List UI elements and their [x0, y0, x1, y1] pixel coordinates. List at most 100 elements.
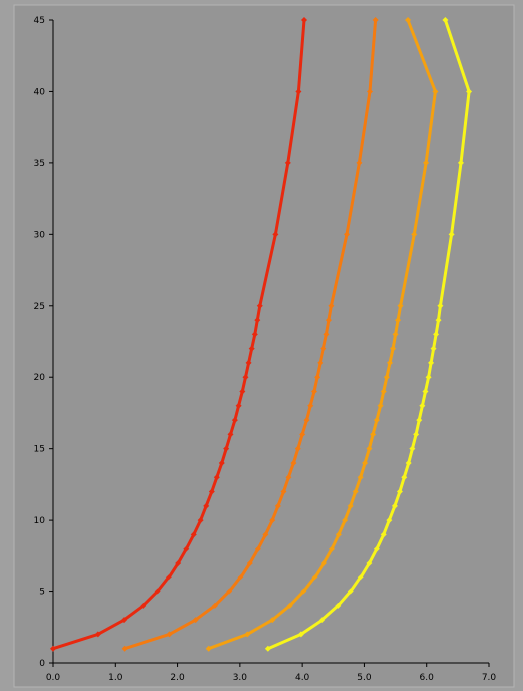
series-4-point: [413, 431, 420, 438]
series-1-point: [203, 502, 210, 509]
series-1-point: [213, 474, 220, 481]
series-4-point: [396, 488, 403, 495]
y-tick-label: 30: [34, 230, 46, 240]
series-2-point: [166, 631, 173, 638]
series-4-point: [405, 459, 412, 466]
series-3-point: [390, 345, 397, 352]
series-2-point: [192, 617, 199, 624]
series-4-point: [433, 331, 440, 338]
series-2-point: [323, 331, 330, 338]
series-4-point: [442, 17, 449, 23]
series-2-point: [246, 559, 253, 566]
series-2-point: [303, 417, 310, 424]
series-1-point: [190, 531, 197, 538]
series-3-point: [300, 588, 307, 595]
series-4-point: [380, 531, 387, 538]
series-3-point: [205, 645, 212, 652]
series-3-point: [392, 331, 399, 338]
series-1-point: [208, 488, 215, 495]
series-4-point: [416, 417, 423, 424]
series-2-point: [269, 517, 276, 524]
series-2-point: [325, 317, 332, 324]
series-4-point: [401, 474, 408, 481]
series-4-point: [373, 545, 380, 552]
series-3-point: [405, 17, 412, 23]
series-4-point: [428, 359, 435, 366]
x-tick-label: 2.0: [170, 673, 185, 683]
series-3-point: [370, 431, 377, 438]
series-4-point: [347, 588, 354, 595]
series-3-point: [366, 445, 373, 452]
y-tick-label: 0: [39, 659, 45, 669]
series-2-point: [262, 531, 269, 538]
series-4-point: [386, 517, 393, 524]
series-4-point: [366, 559, 373, 566]
series-3-point: [377, 402, 384, 409]
series-2-point: [310, 388, 317, 395]
series-1-point: [231, 417, 238, 424]
series-4-point: [435, 317, 442, 324]
series-2-point: [343, 231, 350, 238]
series-3-point: [335, 531, 342, 538]
series-1-point: [245, 359, 252, 366]
series-3-point: [380, 388, 387, 395]
series-4-point: [391, 502, 398, 509]
series-3-point: [357, 474, 364, 481]
series-3-point: [352, 488, 359, 495]
series-4-point: [430, 345, 437, 352]
series-1-point: [256, 302, 263, 309]
series-3-point: [432, 88, 439, 95]
series-3-point: [286, 602, 293, 609]
series-2-point: [356, 159, 363, 166]
series-1-point: [197, 517, 204, 524]
series-4-point: [425, 374, 432, 381]
series-2-point: [367, 88, 374, 95]
series-1-point: [242, 374, 249, 381]
series-1-point: [239, 388, 246, 395]
series-2-point: [274, 502, 281, 509]
y-tick-label: 40: [34, 87, 46, 97]
series-3-point: [411, 231, 418, 238]
x-tick-label: 3.0: [233, 673, 248, 683]
series-4-point: [264, 645, 271, 652]
series-1-point: [272, 231, 279, 238]
series-1-point: [223, 445, 230, 452]
series-2-point: [372, 17, 379, 23]
chart-frame: [13, 4, 515, 688]
series-2-point: [226, 588, 233, 595]
y-tick-label: 45: [34, 16, 45, 26]
series-1-point: [235, 402, 242, 409]
series-2-point: [307, 402, 314, 409]
series-2-point: [211, 602, 218, 609]
series-1-point: [254, 317, 261, 324]
series-3-point: [423, 159, 430, 166]
series-1-point: [140, 602, 147, 609]
series-3-point: [373, 417, 380, 424]
series-1-point: [251, 331, 258, 338]
series-3-point: [383, 374, 390, 381]
series-1-point: [50, 645, 56, 652]
series-3-point: [244, 631, 251, 638]
plot-area: 0 5 10 15 20 25 30 35 40 45 0.0 1.0 2.0 3.0 4.0 5.0 6.0 7…: [34, 16, 497, 683]
series-2-point: [280, 488, 287, 495]
series-4-point: [422, 388, 429, 395]
series-3-point: [395, 317, 402, 324]
x-tick-label: 1.0: [108, 673, 123, 683]
series-2-point: [328, 302, 335, 309]
series-1-point: [284, 159, 291, 166]
series-1-point: [94, 631, 101, 638]
series-4-point: [419, 402, 426, 409]
series-4-point: [457, 159, 464, 166]
y-tick-label: 25: [34, 302, 45, 312]
x-tick-label: 0.0: [46, 673, 61, 683]
series-1-point: [121, 617, 128, 624]
series-3-point: [329, 545, 336, 552]
series-4-point: [335, 602, 342, 609]
series-4-point: [357, 574, 364, 581]
x-tick-label: 5.0: [357, 673, 372, 683]
series-2-point: [320, 345, 327, 352]
series-3-point: [386, 359, 393, 366]
series-3-point: [320, 559, 327, 566]
series-3-point: [342, 517, 349, 524]
